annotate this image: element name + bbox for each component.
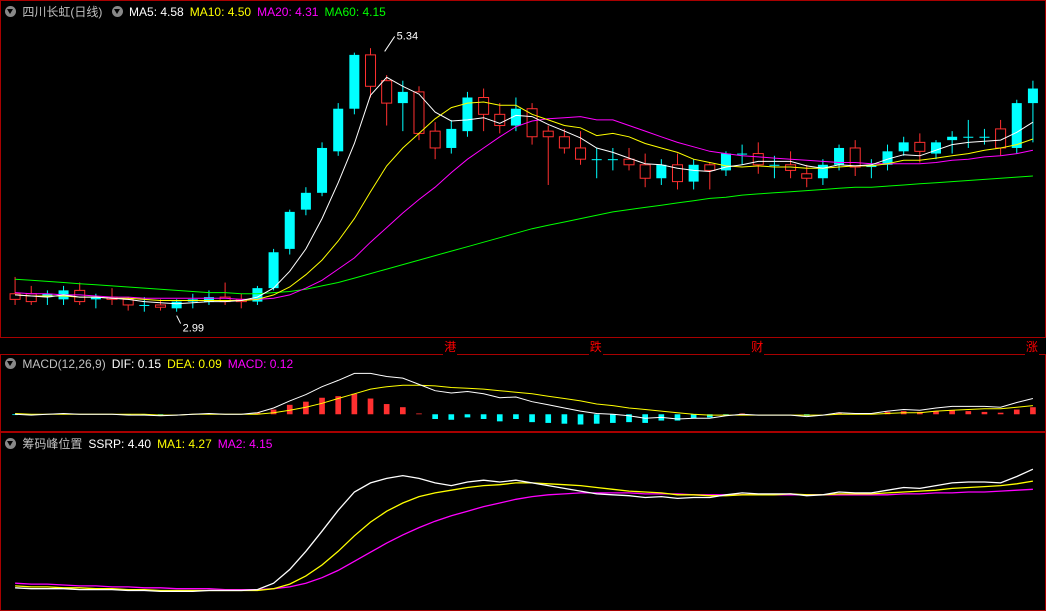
- stock-title: 四川长虹(日线): [22, 5, 102, 19]
- main-panel-header: 四川长虹(日线) MA5: 4.58MA10: 4.50MA20: 4.31MA…: [5, 3, 392, 20]
- chart-container: 四川长虹(日线) MA5: 4.58MA10: 4.50MA20: 4.31MA…: [0, 0, 1046, 611]
- main-price-panel[interactable]: 四川长虹(日线) MA5: 4.58MA10: 4.50MA20: 4.31MA…: [0, 0, 1046, 338]
- macd-panel[interactable]: MACD(12,26,9)DIF: 0.15DEA: 0.09MACD: 0.1…: [0, 354, 1046, 432]
- ma-indicator-labels: MA5: 4.58MA10: 4.50MA20: 4.31MA60: 4.15: [129, 5, 392, 19]
- event-marker: 跌: [589, 338, 603, 355]
- candlestick-chart[interactable]: 5.34 2.99: [1, 1, 1046, 339]
- ssrp-panel-header: 筹码峰位置SSRP: 4.40MA1: 4.27MA2: 4.15: [5, 435, 278, 452]
- event-marker: 涨: [1025, 338, 1039, 355]
- macd-indicator-labels: MACD(12,26,9)DIF: 0.15DEA: 0.09MACD: 0.1…: [22, 357, 299, 371]
- chevron-down-icon[interactable]: [5, 438, 16, 449]
- chevron-down-icon[interactable]: [112, 6, 123, 17]
- macd-panel-header: MACD(12,26,9)DIF: 0.15DEA: 0.09MACD: 0.1…: [5, 357, 299, 371]
- ssrp-indicator-labels: 筹码峰位置SSRP: 4.40MA1: 4.27MA2: 4.15: [22, 437, 278, 451]
- chevron-down-icon[interactable]: [5, 6, 16, 17]
- event-marker-row: 港跌财涨: [0, 338, 1046, 354]
- event-marker: 财: [750, 338, 764, 355]
- ssrp-panel[interactable]: 筹码峰位置SSRP: 4.40MA1: 4.27MA2: 4.15: [0, 432, 1046, 611]
- chevron-down-icon[interactable]: [5, 358, 16, 369]
- event-marker: 港: [443, 338, 457, 355]
- ssrp-chart[interactable]: [1, 433, 1046, 611]
- svg-text:2.99: 2.99: [183, 323, 204, 335]
- svg-text:5.34: 5.34: [397, 30, 418, 42]
